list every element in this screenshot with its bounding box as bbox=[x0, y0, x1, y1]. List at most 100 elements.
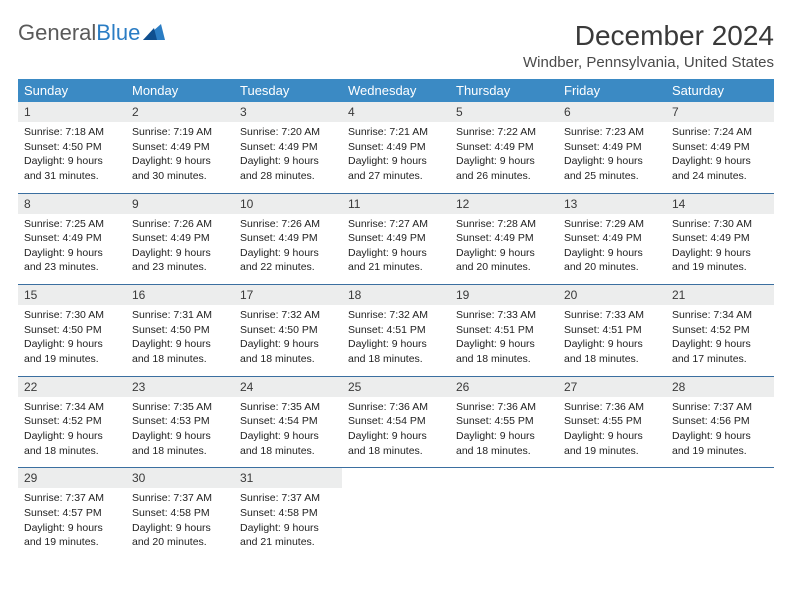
day-details: Sunrise: 7:32 AMSunset: 4:51 PMDaylight:… bbox=[342, 305, 450, 376]
calendar-day-cell: 19Sunrise: 7:33 AMSunset: 4:51 PMDayligh… bbox=[450, 285, 558, 377]
day-detail-line: Daylight: 9 hours bbox=[456, 430, 552, 444]
day-number: 30 bbox=[126, 468, 234, 488]
day-detail-line: Sunrise: 7:35 AM bbox=[132, 401, 228, 415]
day-detail-line: Sunrise: 7:37 AM bbox=[672, 401, 768, 415]
calendar-day-cell: 21Sunrise: 7:34 AMSunset: 4:52 PMDayligh… bbox=[666, 285, 774, 377]
day-detail-line: Sunrise: 7:37 AM bbox=[240, 492, 336, 506]
calendar-week-row: 22Sunrise: 7:34 AMSunset: 4:52 PMDayligh… bbox=[18, 376, 774, 468]
day-detail-line: Daylight: 9 hours bbox=[348, 247, 444, 261]
day-detail-line: Sunrise: 7:18 AM bbox=[24, 126, 120, 140]
day-detail-line: Daylight: 9 hours bbox=[672, 247, 768, 261]
weekday-header: Wednesday bbox=[342, 79, 450, 102]
day-detail-line: Sunset: 4:49 PM bbox=[564, 232, 660, 246]
day-details: Sunrise: 7:34 AMSunset: 4:52 PMDaylight:… bbox=[18, 397, 126, 468]
weekday-header: Saturday bbox=[666, 79, 774, 102]
title-block: December 2024 Windber, Pennsylvania, Uni… bbox=[523, 20, 774, 71]
day-detail-line: Sunrise: 7:35 AM bbox=[240, 401, 336, 415]
day-details: Sunrise: 7:37 AMSunset: 4:57 PMDaylight:… bbox=[18, 488, 126, 559]
day-detail-line: and 31 minutes. bbox=[24, 170, 120, 184]
day-detail-line: Sunrise: 7:32 AM bbox=[348, 309, 444, 323]
day-detail-line: and 18 minutes. bbox=[132, 353, 228, 367]
day-detail-line: Sunrise: 7:25 AM bbox=[24, 218, 120, 232]
month-title: December 2024 bbox=[523, 20, 774, 52]
day-detail-line: and 19 minutes. bbox=[24, 536, 120, 550]
day-details: Sunrise: 7:33 AMSunset: 4:51 PMDaylight:… bbox=[450, 305, 558, 376]
day-details: Sunrise: 7:29 AMSunset: 4:49 PMDaylight:… bbox=[558, 214, 666, 285]
day-detail-line: Sunset: 4:57 PM bbox=[24, 507, 120, 521]
day-detail-line: Sunrise: 7:23 AM bbox=[564, 126, 660, 140]
calendar-day-cell: 2Sunrise: 7:19 AMSunset: 4:49 PMDaylight… bbox=[126, 102, 234, 193]
day-detail-line: Sunset: 4:53 PM bbox=[132, 415, 228, 429]
day-detail-line: Daylight: 9 hours bbox=[456, 247, 552, 261]
day-details: Sunrise: 7:36 AMSunset: 4:54 PMDaylight:… bbox=[342, 397, 450, 468]
day-detail-line: Sunset: 4:49 PM bbox=[564, 141, 660, 155]
day-detail-line: Sunrise: 7:24 AM bbox=[672, 126, 768, 140]
day-details: Sunrise: 7:26 AMSunset: 4:49 PMDaylight:… bbox=[126, 214, 234, 285]
day-detail-line: and 19 minutes. bbox=[672, 261, 768, 275]
day-detail-line: Daylight: 9 hours bbox=[672, 338, 768, 352]
day-detail-line: Sunrise: 7:31 AM bbox=[132, 309, 228, 323]
day-number: 2 bbox=[126, 102, 234, 122]
day-detail-line: Sunset: 4:49 PM bbox=[672, 232, 768, 246]
day-detail-line: and 19 minutes. bbox=[24, 353, 120, 367]
day-detail-line: Sunrise: 7:27 AM bbox=[348, 218, 444, 232]
logo-text-gray: General bbox=[18, 20, 96, 46]
day-detail-line: Sunset: 4:51 PM bbox=[456, 324, 552, 338]
day-detail-line: and 27 minutes. bbox=[348, 170, 444, 184]
day-number: 28 bbox=[666, 377, 774, 397]
day-detail-line: and 18 minutes. bbox=[132, 445, 228, 459]
day-details: Sunrise: 7:28 AMSunset: 4:49 PMDaylight:… bbox=[450, 214, 558, 285]
day-detail-line: Daylight: 9 hours bbox=[132, 247, 228, 261]
calendar-day-cell bbox=[450, 468, 558, 559]
day-detail-line: Daylight: 9 hours bbox=[24, 155, 120, 169]
day-detail-line: Sunrise: 7:34 AM bbox=[672, 309, 768, 323]
weekday-header: Thursday bbox=[450, 79, 558, 102]
day-details: Sunrise: 7:36 AMSunset: 4:55 PMDaylight:… bbox=[450, 397, 558, 468]
calendar-day-cell: 30Sunrise: 7:37 AMSunset: 4:58 PMDayligh… bbox=[126, 468, 234, 559]
day-detail-line: Sunset: 4:50 PM bbox=[24, 141, 120, 155]
day-details: Sunrise: 7:37 AMSunset: 4:58 PMDaylight:… bbox=[234, 488, 342, 559]
day-detail-line: Sunrise: 7:21 AM bbox=[348, 126, 444, 140]
day-detail-line: Sunrise: 7:33 AM bbox=[456, 309, 552, 323]
day-detail-line: Sunset: 4:49 PM bbox=[240, 141, 336, 155]
day-detail-line: Sunrise: 7:26 AM bbox=[240, 218, 336, 232]
calendar-day-cell: 4Sunrise: 7:21 AMSunset: 4:49 PMDaylight… bbox=[342, 102, 450, 193]
day-detail-line: Sunset: 4:49 PM bbox=[456, 141, 552, 155]
calendar-day-cell: 29Sunrise: 7:37 AMSunset: 4:57 PMDayligh… bbox=[18, 468, 126, 559]
day-detail-line: Sunset: 4:51 PM bbox=[564, 324, 660, 338]
calendar-week-row: 1Sunrise: 7:18 AMSunset: 4:50 PMDaylight… bbox=[18, 102, 774, 193]
day-detail-line: Sunset: 4:49 PM bbox=[348, 232, 444, 246]
calendar-day-cell: 28Sunrise: 7:37 AMSunset: 4:56 PMDayligh… bbox=[666, 376, 774, 468]
day-detail-line: and 18 minutes. bbox=[240, 445, 336, 459]
calendar-day-cell: 9Sunrise: 7:26 AMSunset: 4:49 PMDaylight… bbox=[126, 193, 234, 285]
calendar-day-cell: 31Sunrise: 7:37 AMSunset: 4:58 PMDayligh… bbox=[234, 468, 342, 559]
day-number: 11 bbox=[342, 194, 450, 214]
day-detail-line: Sunset: 4:50 PM bbox=[240, 324, 336, 338]
day-detail-line: and 18 minutes. bbox=[456, 445, 552, 459]
calendar-day-cell: 26Sunrise: 7:36 AMSunset: 4:55 PMDayligh… bbox=[450, 376, 558, 468]
day-detail-line: Sunset: 4:52 PM bbox=[672, 324, 768, 338]
day-detail-line: Sunset: 4:55 PM bbox=[564, 415, 660, 429]
day-detail-line: Daylight: 9 hours bbox=[348, 430, 444, 444]
day-number: 16 bbox=[126, 285, 234, 305]
day-details: Sunrise: 7:26 AMSunset: 4:49 PMDaylight:… bbox=[234, 214, 342, 285]
day-detail-line: Sunset: 4:55 PM bbox=[456, 415, 552, 429]
calendar-day-cell: 11Sunrise: 7:27 AMSunset: 4:49 PMDayligh… bbox=[342, 193, 450, 285]
day-detail-line: and 22 minutes. bbox=[240, 261, 336, 275]
calendar-week-row: 8Sunrise: 7:25 AMSunset: 4:49 PMDaylight… bbox=[18, 193, 774, 285]
day-number: 3 bbox=[234, 102, 342, 122]
day-details: Sunrise: 7:27 AMSunset: 4:49 PMDaylight:… bbox=[342, 214, 450, 285]
day-detail-line: Sunset: 4:54 PM bbox=[348, 415, 444, 429]
calendar-day-cell: 22Sunrise: 7:34 AMSunset: 4:52 PMDayligh… bbox=[18, 376, 126, 468]
calendar-week-row: 29Sunrise: 7:37 AMSunset: 4:57 PMDayligh… bbox=[18, 468, 774, 559]
day-detail-line: Daylight: 9 hours bbox=[24, 338, 120, 352]
day-detail-line: Daylight: 9 hours bbox=[132, 155, 228, 169]
logo-triangle-icon bbox=[143, 20, 165, 46]
day-detail-line: Daylight: 9 hours bbox=[672, 430, 768, 444]
calendar-day-cell: 7Sunrise: 7:24 AMSunset: 4:49 PMDaylight… bbox=[666, 102, 774, 193]
calendar-day-cell: 12Sunrise: 7:28 AMSunset: 4:49 PMDayligh… bbox=[450, 193, 558, 285]
day-detail-line: Daylight: 9 hours bbox=[456, 155, 552, 169]
header: GeneralBlue December 2024 Windber, Penns… bbox=[18, 20, 774, 71]
day-detail-line: Daylight: 9 hours bbox=[240, 430, 336, 444]
day-number: 29 bbox=[18, 468, 126, 488]
